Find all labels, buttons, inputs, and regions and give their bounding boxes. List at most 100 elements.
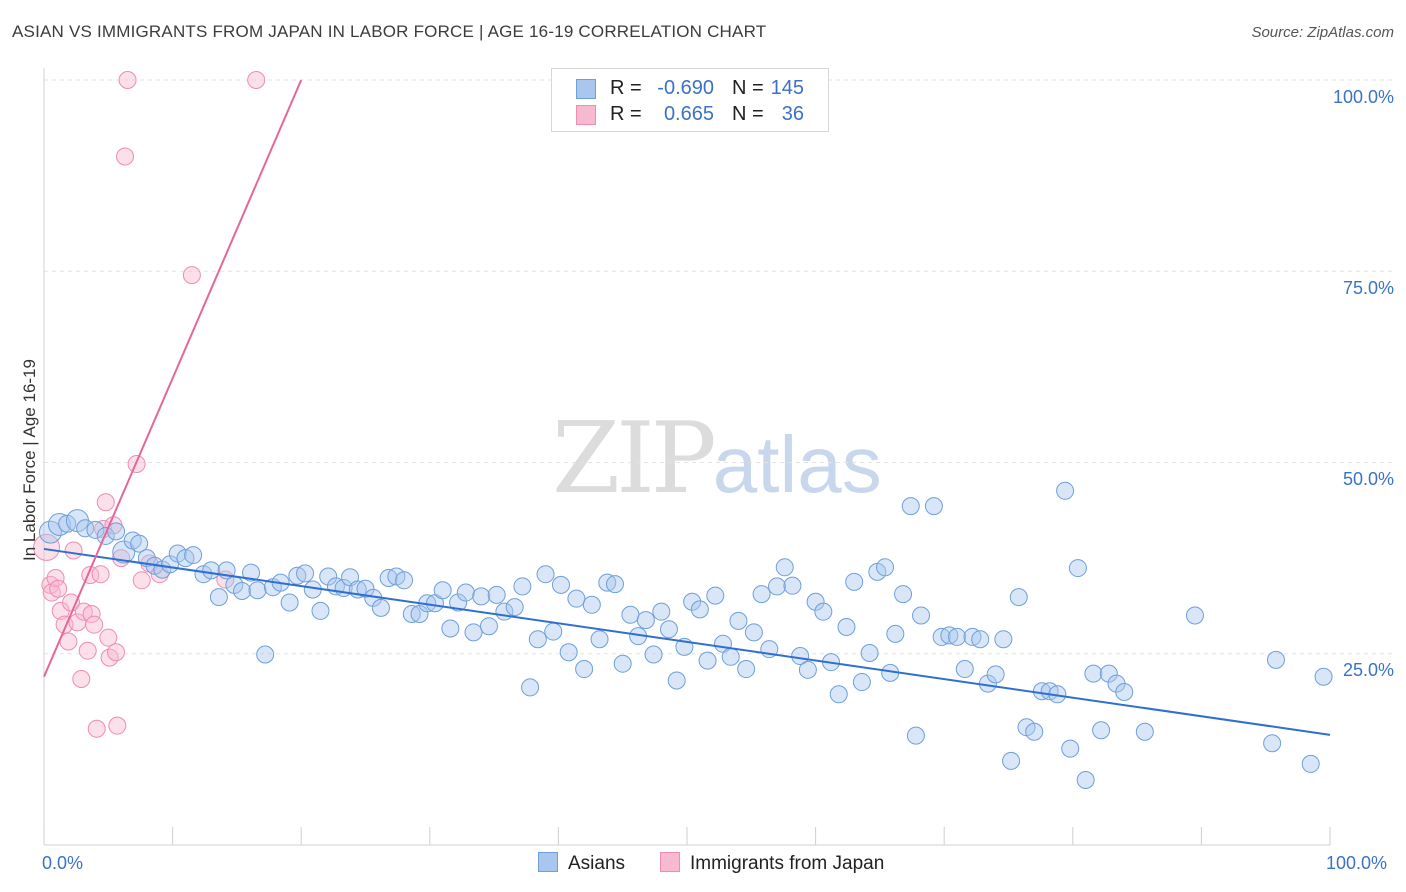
asian-point (775, 558, 794, 577)
asian-point (644, 645, 663, 664)
asian-point (744, 623, 763, 642)
asian-point (296, 564, 315, 583)
asian-point (768, 577, 787, 596)
asian-point (598, 573, 617, 592)
legend-swatch-asians (576, 79, 596, 99)
asian-point (932, 627, 951, 646)
asian-point (1099, 664, 1118, 683)
japan-point (62, 593, 81, 612)
japan-point (182, 266, 201, 285)
asian-point (472, 587, 491, 606)
asian-point (280, 593, 299, 612)
asian-point (528, 630, 547, 649)
asian-point (1266, 650, 1285, 669)
japan-point (64, 541, 83, 560)
legend-swatch-japan (576, 105, 596, 125)
asian-point (441, 619, 460, 638)
asian-point (876, 558, 895, 577)
legend-n-value: 36 (781, 103, 804, 125)
asian-point (698, 651, 717, 670)
asian-point (1135, 722, 1154, 741)
japan-point (118, 71, 137, 89)
asian-point (924, 497, 943, 516)
asian-point (1068, 559, 1087, 578)
asian-point (130, 534, 149, 553)
asian-point (798, 660, 817, 679)
asian-point (706, 586, 725, 605)
chart-title: ASIAN VS IMMIGRANTS FROM JAPAN IN LABOR … (12, 22, 767, 41)
asian-point (852, 673, 871, 692)
japan-point (247, 71, 266, 89)
asian-point (487, 585, 506, 604)
asian-point (729, 611, 748, 630)
asian-point (371, 598, 390, 617)
asian-point (513, 577, 532, 596)
japan-point (33, 533, 61, 561)
y-tick-label: 25.0% (1342, 660, 1394, 680)
asian-point (356, 579, 375, 598)
asian-point (47, 512, 71, 536)
asian-point (559, 643, 578, 662)
asian-point (605, 575, 624, 594)
asian-point (575, 660, 594, 679)
y-tick-label: 50.0% (1342, 469, 1394, 489)
japan-point (108, 716, 127, 735)
asian-point (1301, 754, 1320, 773)
japan-point (116, 147, 135, 166)
asian-point (521, 678, 540, 697)
asian-point (940, 626, 959, 645)
legend-r-value: 0.665 (663, 103, 714, 125)
asian-point (184, 546, 203, 565)
asian-point (456, 583, 475, 602)
asian-point (659, 620, 678, 639)
asian-point (1092, 721, 1111, 740)
japan-trend-line (43, 79, 303, 678)
asian-point (590, 630, 609, 649)
asian-point (806, 592, 825, 611)
legend-swatch-japan (660, 852, 680, 872)
asian-point (894, 585, 913, 604)
axes (43, 68, 1331, 846)
asian-point (1009, 588, 1028, 607)
asian-point (1002, 751, 1021, 770)
asian-point (901, 497, 920, 516)
asian-point (621, 605, 640, 624)
legend-item-asians: Asians (538, 852, 625, 875)
legend-swatch-asians (538, 852, 558, 872)
asian-point (845, 572, 864, 591)
asian-point (1263, 734, 1282, 753)
legend-n-label: N = (732, 103, 764, 125)
asian-point (311, 601, 330, 620)
asian-point (906, 726, 925, 745)
asian-point (1084, 664, 1103, 683)
asian-point (582, 595, 601, 614)
asian-point (433, 581, 452, 600)
japan-point (82, 604, 101, 623)
asian-point (829, 685, 848, 704)
watermark: ZIPatlas (552, 402, 882, 516)
series-japan-points (33, 71, 266, 738)
asian-point (948, 627, 967, 646)
japan-point (87, 719, 106, 738)
asian-point (613, 654, 632, 673)
asian-point (971, 630, 990, 649)
legend-n-label: N = (732, 77, 764, 99)
asian-point (544, 622, 563, 641)
asian-point (505, 598, 524, 617)
asian-point (783, 576, 802, 595)
watermark-atlas: atlas (712, 420, 882, 509)
watermark-zip: ZIP (552, 402, 717, 516)
asian-point (837, 617, 856, 636)
asian-point (202, 561, 221, 580)
asian-point (402, 604, 421, 623)
asian-point (248, 581, 267, 600)
japan-point (72, 669, 91, 688)
asian-point (683, 592, 702, 611)
asian-point (233, 582, 252, 601)
asian-point (1314, 667, 1333, 686)
asian-point (636, 611, 655, 630)
asian-point (652, 602, 671, 621)
legend-label-japan: Immigrants from Japan (690, 853, 885, 874)
asian-point (38, 520, 62, 544)
trend-lines (43, 79, 1331, 736)
